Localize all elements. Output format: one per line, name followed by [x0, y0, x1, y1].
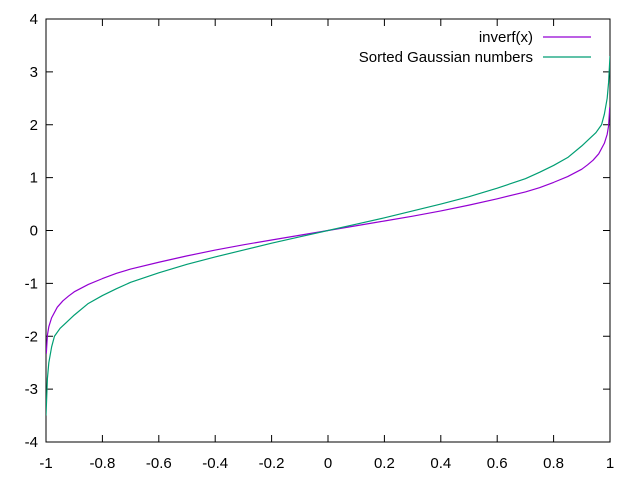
y-tick-label: 1: [30, 170, 38, 187]
series-layer: [46, 55, 610, 416]
y-tick-label: -4: [25, 434, 38, 451]
legend: inverf(x) Sorted Gaussian numbers: [359, 29, 591, 66]
x-tick-label: -0.4: [202, 455, 228, 472]
legend-label: inverf(x): [479, 29, 533, 46]
x-tick-label: 0.2: [374, 455, 395, 472]
x-tick-label: 0.8: [543, 455, 564, 472]
x-tick-label: -1: [39, 455, 52, 472]
x-tick-label: 0.4: [430, 455, 451, 472]
y-tick-label: 2: [30, 117, 38, 134]
legend-label: Sorted Gaussian numbers: [359, 49, 533, 66]
y-tick-label: 4: [30, 11, 38, 28]
x-tick-label: 0.6: [487, 455, 508, 472]
y-tick-label: 3: [30, 64, 38, 81]
y-tick-label: -2: [25, 328, 38, 345]
y-tick-label: -1: [25, 275, 38, 292]
x-tick-label: 0: [324, 455, 332, 472]
y-tick-label: 0: [30, 223, 38, 240]
series-line-2: [46, 55, 610, 416]
y-tick-label: -3: [25, 381, 38, 398]
axes: -1 -0.8 -0.6 -0.4 -0.2 0 0.2 0.4 0.6 0.8 1 -4 -3 -2 -1…: [25, 11, 615, 472]
x-tick-label: -0.6: [146, 455, 172, 472]
x-tick-label: -0.2: [259, 455, 285, 472]
x-tick-label: -0.8: [89, 455, 115, 472]
x-tick-label: 1: [606, 455, 614, 472]
